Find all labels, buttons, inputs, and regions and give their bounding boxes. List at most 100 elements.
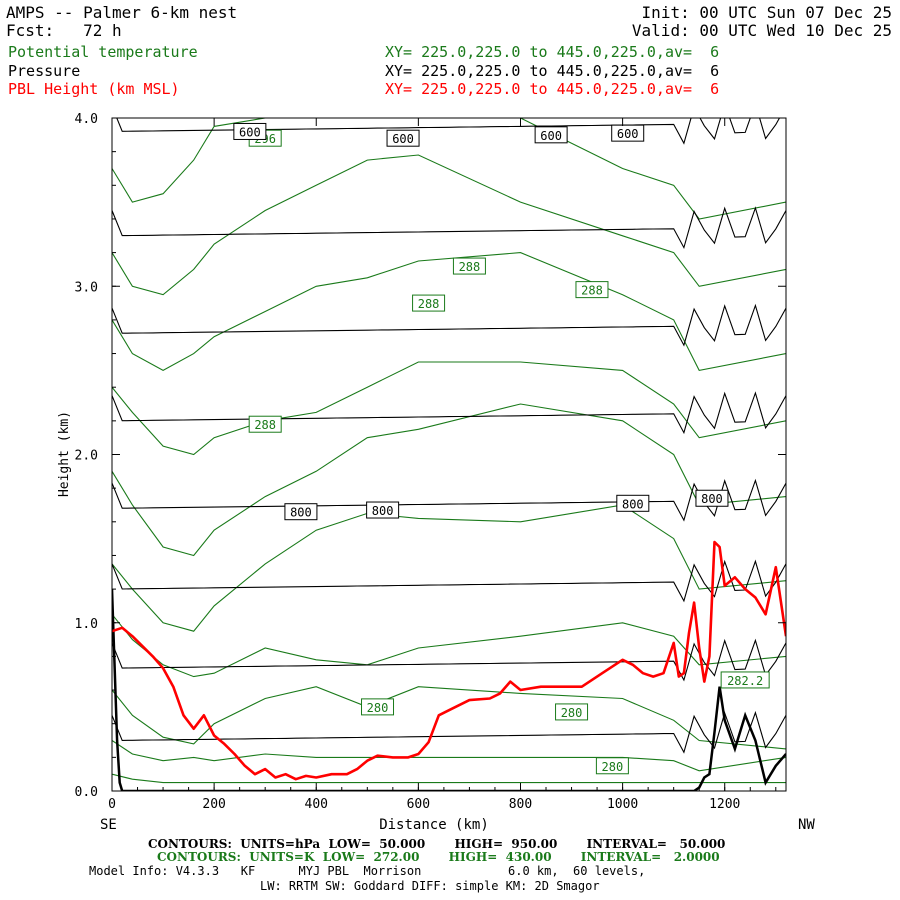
pressure-label-box: [695, 489, 729, 507]
theta-label-text: 288: [581, 284, 603, 298]
field-name-pbl: PBL Height (km MSL): [8, 80, 180, 98]
theta-label-text: 280: [561, 706, 583, 720]
theta-label-box: [720, 671, 770, 689]
pressure-label-box: [611, 124, 645, 142]
theta-label: 288: [452, 257, 486, 275]
y-tick-label: 4.0: [75, 112, 98, 127]
x-axis-label: Distance (km): [379, 817, 489, 833]
pressure-label: 600: [233, 122, 267, 140]
pressure-label-box: [616, 494, 650, 512]
pressure-label-text: 600: [540, 129, 562, 143]
footer-theta-contours: CONTOURS: UNITS=K LOW= 272.00 HIGH= 430.…: [157, 850, 720, 864]
pressure-contour-700: [112, 303, 786, 347]
field-xy-theta: XY= 225.0,225.0 to 445.0,225.0,av= 6: [385, 43, 720, 61]
theta-contour-line: [112, 361, 786, 456]
theta-label-text: 280: [367, 701, 389, 715]
theta-label: 288: [575, 281, 609, 299]
x-tick-label: 200: [202, 797, 225, 812]
theta-label-box: [361, 698, 395, 716]
theta-label-text: 280: [602, 760, 624, 774]
pressure-contour-850: [112, 559, 786, 603]
x-tick-label: 0: [108, 797, 116, 812]
valid-time: Valid: 00 UTC Wed 10 Dec 25: [631, 21, 892, 40]
theta-contour-line: [112, 504, 786, 632]
init-time: Init: 00 UTC Sun 07 Dec 25: [641, 3, 892, 22]
theta-contour-line: [112, 118, 786, 220]
pressure-label-box: [366, 501, 400, 519]
terrain-line: [112, 589, 786, 791]
pressure-label-text: 800: [290, 506, 312, 520]
y-tick-label: 1.0: [75, 617, 98, 632]
theta-contour-line: [112, 613, 786, 678]
y-tick-label: 3.0: [75, 280, 98, 295]
theta-label-box: [248, 415, 282, 433]
pressure-label: 600: [534, 126, 568, 144]
pressure-label-box: [284, 503, 318, 521]
x-end-label-right: NW: [798, 817, 815, 833]
theta-label-text: 282.2: [727, 674, 763, 688]
x-tick-label: 1200: [709, 797, 740, 812]
pressure-contour-600: [116, 118, 781, 145]
theta-label-box: [595, 757, 629, 775]
y-tick-label: 2.0: [75, 449, 98, 464]
theta-label-text: 288: [418, 297, 440, 311]
theta-label-box: [555, 703, 589, 721]
y-axis-label: Height (km): [57, 411, 72, 497]
pressure-label-box: [386, 129, 420, 147]
pressure-label-box: [534, 126, 568, 144]
theta-contour-line: [112, 773, 786, 784]
pressure-label: 800: [695, 489, 729, 507]
x-tick-label: 600: [407, 797, 430, 812]
pressure-label-text: 600: [239, 125, 261, 139]
pressure-label-box: [233, 122, 267, 140]
theta-label: 280: [555, 703, 589, 721]
pressure-label-text: 800: [372, 504, 394, 518]
pressure-label: 800: [284, 503, 318, 521]
theta-label: 282.2: [720, 671, 770, 689]
pressure-label-text: 800: [701, 492, 723, 506]
chart-title: AMPS -- Palmer 6-km nest: [6, 3, 238, 22]
pressure-label: 600: [386, 129, 420, 147]
pbl-height-line: [112, 540, 786, 781]
pressure-contour-750: [112, 391, 786, 435]
theta-label-box: [575, 281, 609, 299]
theta-contour-line: [112, 740, 786, 772]
plot-frame: [111, 117, 787, 792]
pressure-contour-800: [112, 478, 786, 522]
y-tick-label: 0.0: [75, 785, 98, 800]
theta-contour-line: [112, 154, 786, 296]
theta-label: 280: [361, 698, 395, 716]
x-tick-label: 800: [509, 797, 532, 812]
theta-contour-line: [112, 686, 786, 750]
footer-physics: LW: RRTM SW: Goddard DIFF: simple KM: 2D…: [260, 879, 600, 893]
pressure-label-text: 600: [392, 132, 414, 146]
footer-model-info: Model Info: V4.3.3 KF MYJ PBL Morrison 6…: [89, 864, 646, 878]
theta-label: 288: [412, 294, 446, 312]
theta-label-box: [412, 294, 446, 312]
footer-pressure-contours: CONTOURS: UNITS=hPa LOW= 50.000 HIGH= 95…: [148, 837, 726, 851]
pressure-label: 800: [366, 501, 400, 519]
theta-label: 288: [248, 415, 282, 433]
x-tick-label: 400: [305, 797, 328, 812]
theta-label-text: 288: [254, 418, 276, 432]
pressure-label-text: 600: [617, 127, 639, 141]
x-tick-label: 1000: [607, 797, 638, 812]
pressure-label: 800: [616, 494, 650, 512]
pressure-label: 600: [611, 124, 645, 142]
theta-label-box: [452, 257, 486, 275]
field-xy-pressure: XY= 225.0,225.0 to 445.0,225.0,av= 6: [385, 62, 720, 80]
field-name-pressure: Pressure: [8, 62, 81, 80]
pressure-contour-900: [112, 638, 786, 682]
pressure-contour-650: [112, 206, 786, 250]
theta-contour-line: [112, 403, 786, 557]
theta-label-text: 288: [459, 260, 481, 274]
pressure-contour-950: [112, 710, 786, 754]
field-name-theta: Potential temperature: [8, 43, 198, 61]
theta-contour-line: [112, 252, 786, 372]
x-end-label-left: SE: [100, 817, 117, 833]
theta-label: 280: [595, 757, 629, 775]
forecast-hour: Fcst: 72 h: [6, 21, 122, 40]
field-xy-pbl: XY= 225.0,225.0 to 445.0,225.0,av= 6: [385, 80, 720, 98]
pressure-label-text: 800: [622, 497, 644, 511]
